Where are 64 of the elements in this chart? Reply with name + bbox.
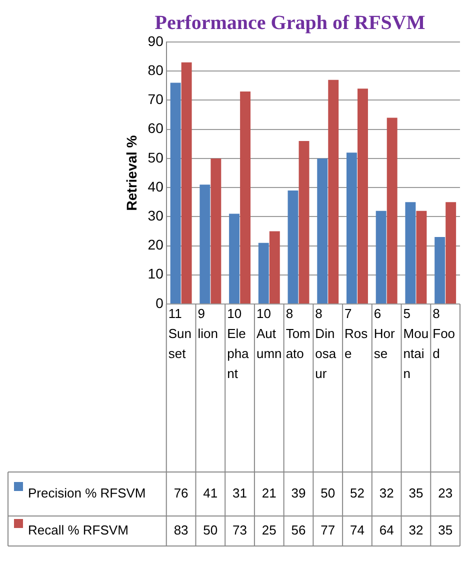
y-tick-label: 90: [148, 32, 164, 49]
bar: [298, 140, 310, 304]
bar: [358, 88, 368, 304]
y-tick-label: 80: [148, 62, 164, 78]
y-tick-label: 60: [148, 120, 164, 136]
x-tick-label: 6 Horse: [374, 306, 396, 362]
x-tick-label: 8 Tomato: [286, 306, 310, 362]
data-label: 21: [262, 486, 276, 501]
bar: [386, 118, 398, 304]
bar: [258, 242, 269, 304]
x-tick-label: 8 Food: [432, 306, 456, 362]
y-tick-label: 10: [148, 266, 164, 282]
bar: [288, 190, 298, 304]
y-tick-label: 50: [148, 149, 164, 166]
bar: [405, 202, 416, 304]
x-tick-label: 8 Dinosaur: [315, 306, 337, 382]
data-label: 74: [350, 522, 364, 538]
bar: [434, 237, 446, 304]
chart-title: Performance Graph of RFSVM: [154, 12, 426, 34]
data-label: 56: [291, 522, 306, 538]
data-label: 39: [291, 486, 306, 501]
bar: [416, 210, 427, 304]
data-label: 83: [174, 522, 188, 538]
x-tick-label: 10 Elephant: [227, 306, 250, 382]
data-label: 35: [438, 522, 453, 538]
bar: [328, 80, 339, 304]
data-label: 64: [379, 522, 394, 538]
legend-label: Recall % RFSVM: [28, 522, 128, 538]
y-axis-title: Retrieval %: [123, 134, 140, 211]
y-tick-label: 30: [148, 208, 164, 224]
x-tick-label: 7 Rose: [344, 306, 368, 362]
x-tick-label: 5 Mountain: [403, 306, 429, 382]
data-label: 76: [174, 486, 188, 501]
bar: [317, 158, 328, 304]
data-label: 25: [262, 522, 276, 538]
bar: [181, 62, 192, 304]
y-tick-label: 0: [156, 294, 164, 311]
data-label: 50: [203, 522, 218, 538]
data-label: 31: [232, 486, 248, 501]
data-label: 73: [232, 522, 248, 538]
data-label: 35: [408, 486, 424, 501]
data-label: 23: [438, 486, 453, 501]
y-tick-label: 70: [148, 91, 164, 108]
data-label: 41: [203, 486, 218, 501]
x-tick-label: 9 lion: [198, 306, 218, 342]
data-label: 50: [320, 486, 336, 501]
bar: [346, 152, 357, 304]
data-label: 52: [350, 486, 364, 501]
data-label: 32: [408, 522, 424, 538]
bar: [269, 231, 280, 304]
bar: [229, 214, 240, 304]
bar: [210, 158, 222, 304]
y-tick-label: 20: [148, 236, 164, 253]
bar: [200, 184, 210, 304]
y-tick-label: 40: [148, 178, 164, 194]
data-label: 32: [379, 486, 394, 501]
bar: [376, 210, 386, 304]
bar: [170, 82, 181, 304]
data-label: 77: [320, 522, 336, 538]
bar: [446, 202, 456, 304]
x-tick-label: 10 Autumn: [256, 306, 282, 362]
legend-label: Precision % RFSVM: [28, 486, 146, 501]
bar: [240, 91, 251, 304]
x-tick-label: 11 Sunset: [168, 306, 192, 362]
